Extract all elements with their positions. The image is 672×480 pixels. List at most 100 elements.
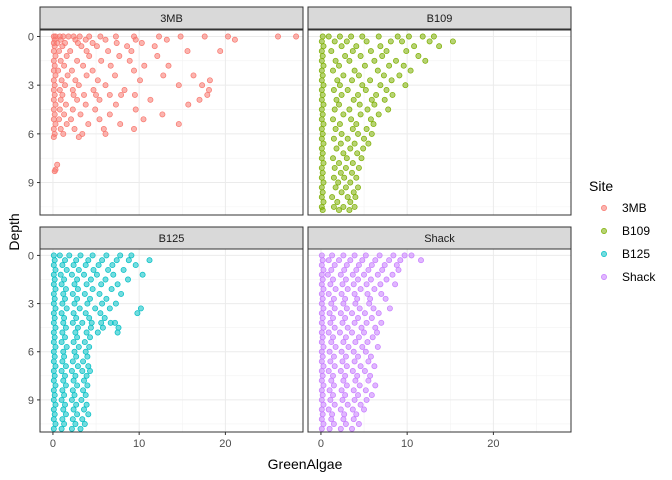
data-point bbox=[336, 160, 342, 167]
data-point bbox=[117, 121, 124, 128]
data-point bbox=[367, 116, 374, 123]
data-point bbox=[319, 257, 326, 264]
data-point bbox=[85, 257, 92, 264]
data-point bbox=[81, 406, 87, 413]
legend-key bbox=[601, 205, 607, 211]
data-point bbox=[339, 358, 346, 365]
data-point bbox=[344, 286, 351, 293]
data-point bbox=[352, 339, 359, 346]
facet-b109: B109 bbox=[307, 6, 572, 216]
data-point bbox=[56, 87, 63, 93]
data-point bbox=[370, 305, 377, 312]
legend-item-3mb: 3MB bbox=[601, 201, 647, 215]
data-point bbox=[51, 315, 58, 321]
data-point bbox=[396, 72, 403, 79]
data-point bbox=[318, 339, 325, 346]
data-point bbox=[124, 43, 131, 50]
data-point bbox=[336, 329, 343, 336]
data-point bbox=[84, 353, 91, 360]
facet-3mb: 3MB 0 3 6 9 bbox=[28, 6, 304, 216]
data-point bbox=[382, 295, 389, 302]
data-point bbox=[58, 425, 65, 432]
data-point bbox=[56, 116, 62, 123]
data-point bbox=[50, 252, 57, 259]
data-point bbox=[356, 382, 363, 389]
data-point bbox=[332, 343, 339, 350]
data-point bbox=[347, 199, 354, 205]
data-point bbox=[340, 111, 347, 118]
data-point bbox=[319, 150, 326, 157]
data-point bbox=[137, 305, 144, 312]
data-point bbox=[77, 425, 84, 432]
y-tick-label: 0 bbox=[28, 31, 34, 43]
data-point bbox=[50, 406, 57, 413]
data-point bbox=[93, 43, 100, 50]
data-point bbox=[361, 368, 368, 374]
data-point bbox=[196, 96, 203, 103]
data-point bbox=[364, 290, 371, 297]
data-point bbox=[366, 300, 373, 307]
data-point bbox=[365, 358, 372, 365]
data-point bbox=[350, 189, 357, 196]
data-point bbox=[55, 67, 62, 74]
data-point bbox=[338, 348, 345, 355]
data-point bbox=[50, 329, 57, 336]
data-point bbox=[372, 257, 379, 264]
data-point bbox=[354, 295, 361, 302]
data-point bbox=[318, 67, 325, 74]
data-point bbox=[76, 305, 83, 312]
data-point bbox=[62, 334, 68, 341]
data-point bbox=[368, 392, 375, 399]
data-point bbox=[93, 91, 99, 98]
data-point bbox=[107, 62, 114, 69]
x-tick-label: 0 bbox=[318, 438, 324, 450]
data-point bbox=[354, 372, 361, 379]
data-point bbox=[349, 425, 355, 432]
data-point bbox=[98, 319, 105, 326]
data-point bbox=[326, 425, 333, 432]
data-point bbox=[330, 155, 336, 162]
data-point bbox=[84, 300, 91, 307]
data-point bbox=[109, 262, 116, 269]
data-point bbox=[333, 96, 340, 103]
data-point bbox=[362, 387, 369, 394]
data-point bbox=[319, 411, 326, 418]
data-point bbox=[367, 48, 374, 55]
data-point bbox=[337, 271, 344, 278]
data-point bbox=[83, 401, 90, 408]
data-point bbox=[69, 416, 76, 423]
data-point bbox=[359, 257, 366, 264]
x-tick-label: 0 bbox=[50, 438, 56, 450]
data-point bbox=[75, 134, 82, 141]
data-point bbox=[346, 57, 353, 64]
data-point bbox=[319, 295, 326, 302]
data-point bbox=[329, 252, 336, 259]
data-point bbox=[343, 382, 350, 389]
panel-border bbox=[307, 29, 572, 216]
data-point bbox=[349, 368, 356, 374]
data-point bbox=[103, 295, 110, 302]
data-point bbox=[81, 91, 87, 98]
data-point bbox=[347, 179, 354, 186]
data-point bbox=[51, 111, 58, 118]
data-point bbox=[50, 416, 57, 423]
data-point bbox=[92, 305, 99, 312]
data-point bbox=[355, 276, 361, 283]
data-point bbox=[50, 319, 57, 326]
data-point bbox=[352, 194, 359, 201]
data-point bbox=[319, 353, 326, 360]
data-point bbox=[59, 300, 66, 307]
data-point bbox=[160, 72, 167, 79]
data-point bbox=[332, 184, 339, 191]
data-point bbox=[73, 315, 80, 321]
data-point bbox=[92, 106, 99, 113]
data-point bbox=[327, 358, 334, 365]
data-point bbox=[330, 174, 337, 181]
data-point bbox=[68, 67, 75, 74]
data-point bbox=[89, 40, 96, 46]
data-point bbox=[51, 82, 58, 89]
data-point bbox=[59, 329, 66, 336]
data-point bbox=[340, 150, 347, 157]
data-point bbox=[319, 276, 326, 283]
data-point bbox=[125, 257, 132, 264]
